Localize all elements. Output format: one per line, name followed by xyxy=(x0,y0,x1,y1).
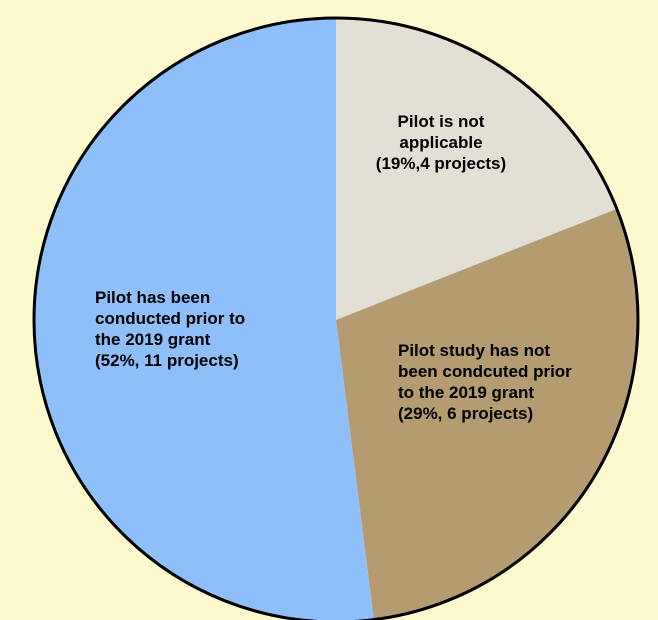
slice-label-line: Pilot is not xyxy=(398,112,485,131)
pie-slice-0 xyxy=(336,18,617,320)
slice-label-2: Pilot has been conducted prior to the 2019… xyxy=(95,288,245,370)
slice-label-0: Pilot is not applicable (19%,4 projects) xyxy=(376,112,506,173)
slice-labels: Pilot is not applicable (19%,4 projects)Pi… xyxy=(95,112,572,423)
slice-label-line: Pilot study has not xyxy=(398,341,550,360)
slice-label-line: conducted prior to xyxy=(95,309,245,328)
slice-label-line: applicable xyxy=(399,133,482,152)
slice-label-line: the 2019 grant xyxy=(95,330,211,349)
slice-label-line: (19%,4 projects) xyxy=(376,154,506,173)
pie-outline xyxy=(32,16,640,620)
slice-label-line: (29%, 6 projects) xyxy=(398,404,533,423)
slice-label-1: Pilot study has not been condcuted prior t… xyxy=(398,341,572,423)
pie-slices xyxy=(34,18,638,620)
slice-label-line: to the 2019 grant xyxy=(398,383,534,402)
pie-slice-1 xyxy=(336,208,638,620)
slice-label-line: Pilot has been xyxy=(95,288,210,307)
slice-label-line: been condcuted prior xyxy=(398,362,572,381)
slice-label-line: (52%, 11 projects) xyxy=(95,351,239,370)
pie-slice-2 xyxy=(34,18,374,620)
